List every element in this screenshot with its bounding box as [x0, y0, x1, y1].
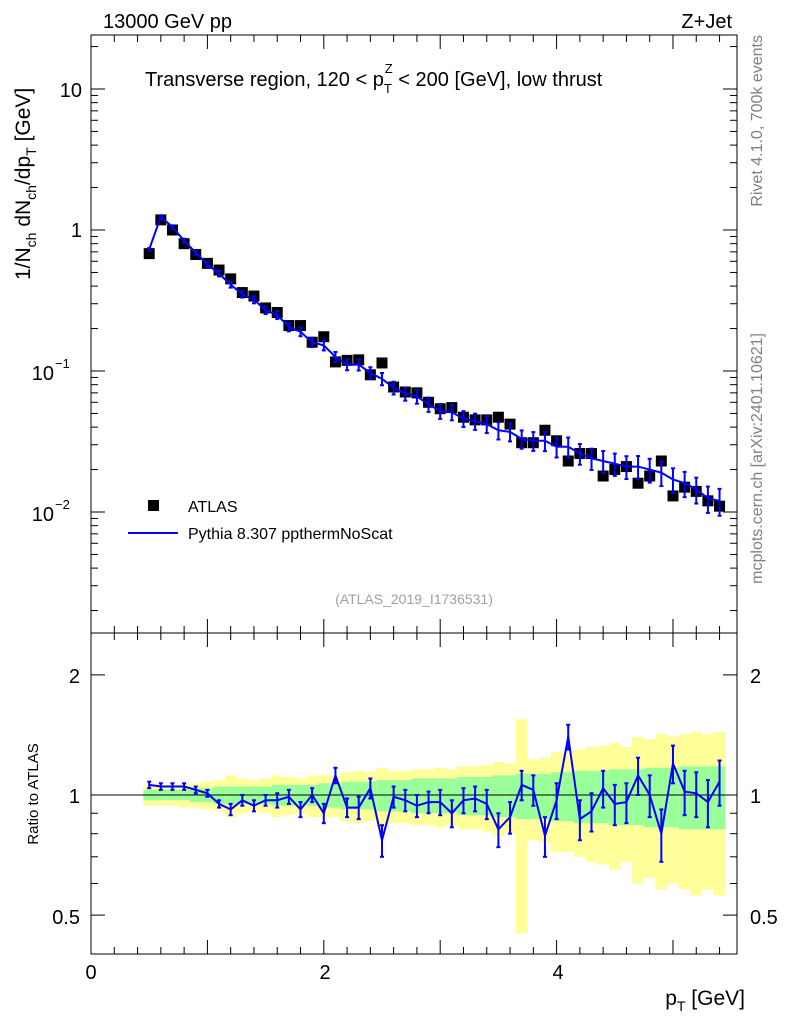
stat-band-18 [352, 781, 365, 810]
atlas-point-6 [213, 264, 225, 276]
ylabel-c: /dp [12, 156, 35, 185]
pythia-curve [148, 215, 720, 502]
atlas-point-39 [597, 470, 609, 482]
stat-band-36 [562, 772, 575, 822]
atlas-point-42 [632, 477, 644, 489]
ylabel-a-sub: ch [23, 233, 39, 248]
atlas-point-36 [562, 455, 574, 467]
ylabel-c-sub: T [23, 147, 39, 156]
atlas-point-2 [166, 224, 178, 236]
atlas-point-20 [376, 357, 388, 369]
main-y-axis-label: 1/Nch dNch/dpT [GeV] [12, 88, 39, 280]
atlas-point-45 [667, 490, 679, 502]
plot-title-post: < 200 [GeV], low thrust [393, 69, 603, 91]
ratio-tick-label-0.5-left: 0.5 [52, 907, 80, 929]
ylabel-b-sub: ch [23, 185, 39, 200]
plot-title: Transverse region, 120 < pTZ < 200 [GeV]… [145, 61, 603, 96]
ratio-tick-label-2-left: 2 [69, 666, 80, 688]
x-axis-label: pT [GeV] [665, 987, 745, 1014]
atlas-point-0 [143, 248, 155, 260]
plot-title-pre: Transverse region, 120 < p [145, 69, 384, 91]
legend-atlas-label: ATLAS [188, 499, 238, 516]
atlas-point-30 [492, 411, 504, 423]
legend-pythia-label: Pythia 8.307 ppthermNoScat [188, 526, 393, 543]
energy-label: 13000 GeV pp [103, 11, 232, 33]
xlabel-main: p [665, 987, 677, 1010]
y-tick-exp-0.1: −1 [55, 356, 70, 371]
legend-atlas-marker [148, 500, 159, 511]
xlabel-sub: T [677, 998, 686, 1014]
y-tick-exp-0.01: −2 [55, 497, 70, 512]
atlas-point-15 [318, 331, 330, 343]
ylabel-b: dN [12, 200, 35, 233]
atlas-point-34 [539, 424, 551, 436]
ratio-tick-label-1-right: 1 [750, 786, 761, 808]
xlabel-post: [GeV] [685, 987, 745, 1010]
stat-band-20 [376, 780, 388, 812]
ratio-tick-label-0.5-right: 0.5 [750, 907, 778, 929]
ratio-plot-frame [90, 632, 738, 955]
atlas-point-7 [225, 273, 237, 285]
rivet-version-label: Rivet 4.1.0, 700k events [749, 35, 766, 207]
ratio-curve [149, 736, 721, 841]
stat-band-30 [492, 775, 505, 818]
plot-title-sup: Z [385, 61, 393, 76]
y-tick-label-0.01: 10 [32, 504, 54, 526]
ylabel-d: [GeV] [12, 88, 35, 148]
stat-band-37 [574, 770, 586, 824]
syst-band-32 [515, 719, 528, 934]
y-tick-label-10: 10 [60, 80, 82, 102]
stat-band-34 [539, 773, 551, 820]
stat-band-31 [504, 775, 516, 818]
stat-band-42 [632, 769, 644, 826]
stat-band-44 [655, 767, 668, 828]
stat-band-26 [446, 778, 458, 814]
y-tick-label-1: 1 [71, 220, 82, 242]
mcplots-label: mcplots.cern.ch [arXiv:2401.10621] [749, 333, 766, 584]
stat-band-17 [341, 781, 353, 810]
process-label: Z+Jet [681, 11, 732, 33]
ratio-tick-label-2-right: 2 [750, 666, 761, 688]
x-tick-label-2: 2 [319, 962, 330, 984]
y-tick-label-0.1: 10 [32, 363, 54, 385]
plot-title-sub: T [384, 81, 392, 96]
atlas-point-1 [155, 214, 167, 226]
main-plot-frame [90, 34, 738, 634]
ylabel-a: 1/N [12, 247, 35, 280]
ratio-tick-label-1-left: 1 [69, 786, 80, 808]
ratio-y-axis-label: Ratio to ATLAS [25, 743, 42, 844]
x-tick-label-4: 4 [552, 962, 563, 984]
x-tick-label-0: 0 [85, 962, 96, 984]
analysis-label: (ATLAS_2019_I1736531) [335, 591, 493, 607]
stat-band-45 [667, 767, 679, 828]
atlas-point-13 [295, 320, 307, 332]
